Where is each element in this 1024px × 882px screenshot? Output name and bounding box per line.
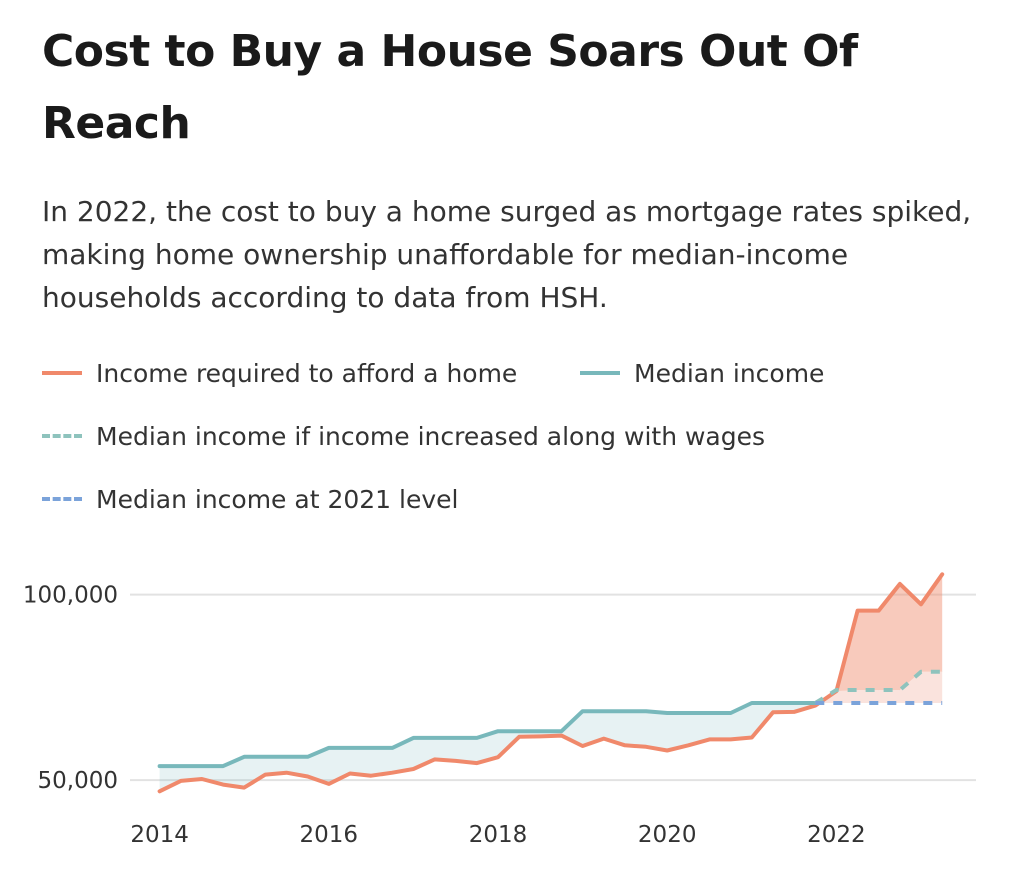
legend-swatch	[42, 371, 82, 375]
y-tick-label: 100,000	[23, 583, 118, 609]
legend-item-required-income: Income required to afford a home	[42, 353, 517, 393]
x-tick-label: 2016	[300, 822, 359, 848]
legend-swatch	[580, 371, 620, 375]
legend-item-median-income: Median income	[580, 353, 824, 393]
legend-item-2021-level: Median income at 2021 level	[42, 479, 458, 519]
series-line-0	[157, 572, 945, 794]
projection-area	[815, 671, 943, 706]
gap-area	[159, 690, 837, 792]
legend-swatch	[42, 497, 82, 501]
chart-subtitle: In 2022, the cost to buy a home surged a…	[42, 195, 972, 314]
legend-label: Income required to afford a home	[96, 358, 518, 388]
x-tick-label: 2022	[807, 822, 866, 848]
x-tick-label: 2020	[638, 822, 697, 848]
legend-label: Median income at 2021 level	[96, 484, 459, 514]
legend-label: Median income if income increased along …	[96, 421, 766, 451]
surge-area	[815, 574, 943, 706]
series-line-1	[157, 701, 818, 769]
legend-item-wages-income: Median income if income increased along …	[42, 416, 765, 456]
x-tick-label: 2014	[130, 822, 189, 848]
legend-swatch	[42, 434, 82, 438]
legend-label: Median income	[634, 358, 825, 388]
x-tick-label: 2018	[469, 822, 528, 848]
line-chart: 50,000 100,000 2014 2016 2018 2020 2022	[23, 572, 976, 848]
y-tick-label: 50,000	[38, 768, 118, 794]
chart-title: Cost to Buy a House Soars Out Of Reach	[42, 26, 858, 149]
